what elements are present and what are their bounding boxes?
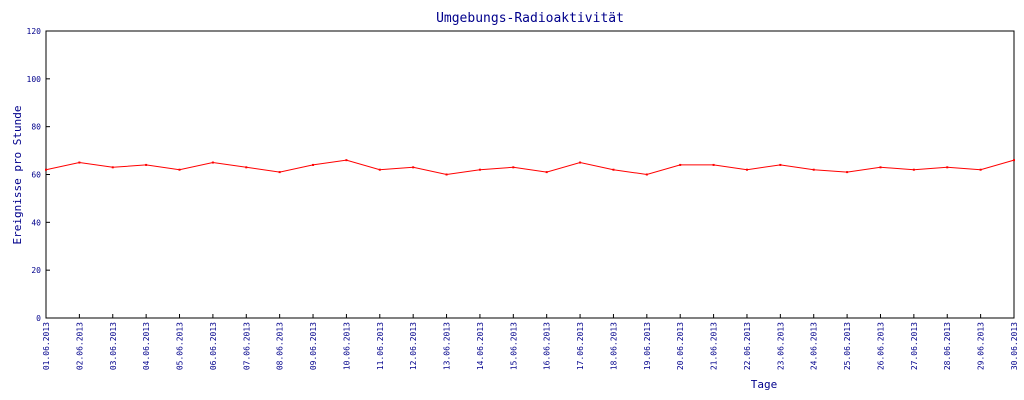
data-point — [846, 171, 849, 174]
data-point — [211, 161, 214, 164]
data-point — [979, 168, 982, 171]
data-point — [545, 171, 548, 174]
y-tick-label: 0 — [36, 314, 41, 323]
x-tick-label: 22.06.2013 — [743, 322, 752, 370]
data-point — [679, 163, 682, 166]
x-tick-label: 14.06.2013 — [476, 322, 485, 370]
data-point — [445, 173, 448, 176]
x-tick-label: 09.06.2013 — [309, 322, 318, 370]
data-point — [712, 163, 715, 166]
x-tick-label: 02.06.2013 — [75, 322, 84, 370]
x-tick-label: 23.06.2013 — [776, 322, 785, 370]
x-tick-label: 16.06.2013 — [543, 322, 552, 370]
x-tick-label: 27.06.2013 — [910, 322, 919, 370]
data-point — [579, 161, 582, 164]
x-tick-label: 24.06.2013 — [810, 322, 819, 370]
x-tick-label: 01.06.2013 — [42, 322, 51, 370]
data-point — [378, 168, 381, 171]
data-point — [812, 168, 815, 171]
y-axis: 0 20 40 60 80 100 120 — [27, 27, 50, 323]
y-tick-label: 20 — [31, 266, 41, 275]
data-point — [178, 168, 181, 171]
x-tick-label: 11.06.2013 — [376, 322, 385, 370]
y-tick-label: 60 — [31, 171, 41, 180]
x-tick-label: 28.06.2013 — [943, 322, 952, 370]
data-point — [946, 166, 949, 169]
data-point — [879, 166, 882, 169]
data-point — [1013, 159, 1015, 162]
data-point — [312, 163, 315, 166]
x-tick-label: 13.06.2013 — [443, 322, 452, 370]
x-tick-label: 29.06.2013 — [977, 322, 986, 370]
data-point — [78, 161, 81, 164]
x-tick-label: 15.06.2013 — [509, 322, 518, 370]
x-tick-label: 30.06.2013 — [1010, 322, 1019, 370]
data-point — [45, 168, 47, 171]
x-tick-label: 08.06.2013 — [276, 322, 285, 370]
x-tick-label: 03.06.2013 — [109, 322, 118, 370]
data-point — [512, 166, 515, 169]
data-point — [478, 168, 481, 171]
series-layer — [45, 159, 1015, 176]
x-tick-label: 26.06.2013 — [876, 322, 885, 370]
data-point — [245, 166, 248, 169]
data-point — [412, 166, 415, 169]
x-tick-label: 17.06.2013 — [576, 322, 585, 370]
data-point — [145, 163, 148, 166]
x-tick-label: 19.06.2013 — [643, 322, 652, 370]
x-tick-label: 18.06.2013 — [609, 322, 618, 370]
y-tick-label: 80 — [31, 123, 41, 132]
series-line — [45, 159, 1015, 176]
y-tick-label: 40 — [31, 218, 41, 227]
chart-title: Umgebungs-Radioaktivität — [436, 11, 624, 26]
data-point — [745, 168, 748, 171]
data-point — [612, 168, 615, 171]
data-point — [912, 168, 915, 171]
data-point — [278, 171, 281, 174]
data-point — [111, 166, 114, 169]
x-tick-label: 12.06.2013 — [409, 322, 418, 370]
x-axis: 01.06.2013 02.06.2013 03.06.2013 04.06.2013… — [42, 314, 1019, 370]
plot-area — [45, 30, 1015, 319]
x-axis-label: Tage — [751, 378, 778, 391]
data-point — [779, 163, 782, 166]
y-tick-label: 100 — [27, 75, 42, 84]
data-point — [345, 159, 348, 162]
x-tick-label: 10.06.2013 — [342, 322, 351, 370]
data-point — [645, 173, 648, 176]
x-tick-label: 07.06.2013 — [242, 322, 251, 370]
x-tick-label: 06.06.2013 — [209, 322, 218, 370]
x-tick-label: 05.06.2013 — [176, 322, 185, 370]
y-tick-label: 120 — [27, 27, 42, 36]
y-axis-label: Ereignisse pro Stunde — [11, 105, 24, 244]
x-tick-label: 20.06.2013 — [676, 322, 685, 370]
x-tick-label: 21.06.2013 — [710, 322, 719, 370]
x-tick-label: 04.06.2013 — [142, 322, 151, 370]
x-tick-label: 25.06.2013 — [843, 322, 852, 370]
